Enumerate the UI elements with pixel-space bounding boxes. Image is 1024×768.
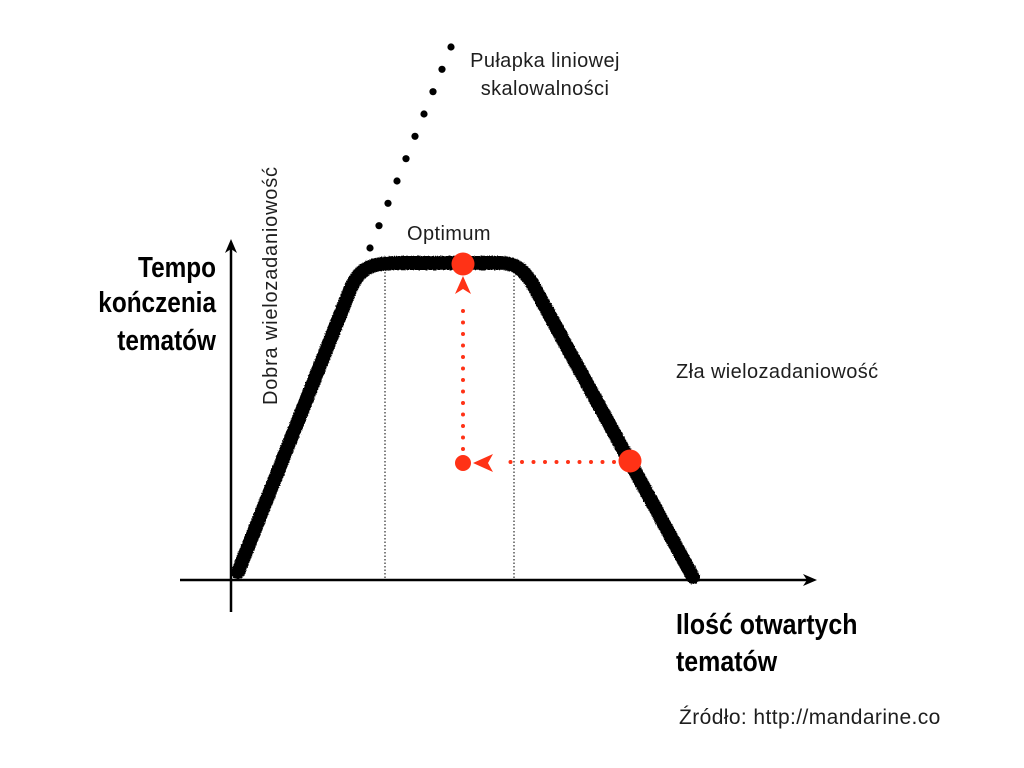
- linear-trap-label-line: Pułapka liniowej: [470, 50, 620, 72]
- source-credit: Źródło: http://mandarine.co: [679, 706, 941, 729]
- y-axis-arrowhead: [225, 239, 237, 253]
- move-left-arrowhead: [473, 454, 493, 472]
- x-axis-label-line: tematów: [676, 645, 778, 677]
- trend-dot: [438, 65, 446, 73]
- y-axis-label-line: kończenia: [98, 286, 217, 318]
- x-axis-label-line: Ilość otwartych: [676, 608, 857, 640]
- good-multitasking-label: Dobra wielozadaniowość: [260, 166, 282, 405]
- trend-dot: [447, 43, 455, 51]
- move-left-arrow: [473, 454, 616, 472]
- trend-dot: [393, 177, 401, 185]
- move-up-arrow: [455, 276, 471, 451]
- x-axis-arrowhead: [803, 574, 817, 586]
- current-state-marker: [618, 449, 642, 473]
- y-axis-label-line: Tempo: [138, 251, 216, 283]
- pivot-marker: [455, 455, 471, 471]
- y-axis-label-line: tematów: [117, 324, 216, 356]
- trend-dot: [366, 244, 374, 252]
- move-up-arrowhead: [455, 276, 471, 294]
- y-axis-label: Tempo kończenia tematów: [98, 251, 217, 356]
- trend-dot: [420, 110, 428, 118]
- trend-dot: [384, 199, 392, 207]
- optimum-label: Optimum: [407, 223, 491, 245]
- trend-dot: [375, 222, 383, 230]
- linear-trap-label-line: skalowalności: [481, 78, 610, 100]
- x-axis: [180, 574, 817, 586]
- trend-dot: [411, 132, 419, 140]
- x-axis-label: Ilość otwartych tematów: [676, 608, 857, 677]
- y-axis: [225, 239, 237, 612]
- trend-dot: [402, 155, 410, 163]
- optimum-marker: [451, 252, 475, 276]
- trend-dot: [429, 88, 437, 96]
- throughput-curve: [231, 256, 700, 584]
- bad-multitasking-label: Zła wielozadaniowość: [676, 361, 879, 383]
- linear-trap-dotted-line: [366, 43, 455, 252]
- linear-trap-label: Pułapka liniowej skalowalności: [470, 50, 620, 100]
